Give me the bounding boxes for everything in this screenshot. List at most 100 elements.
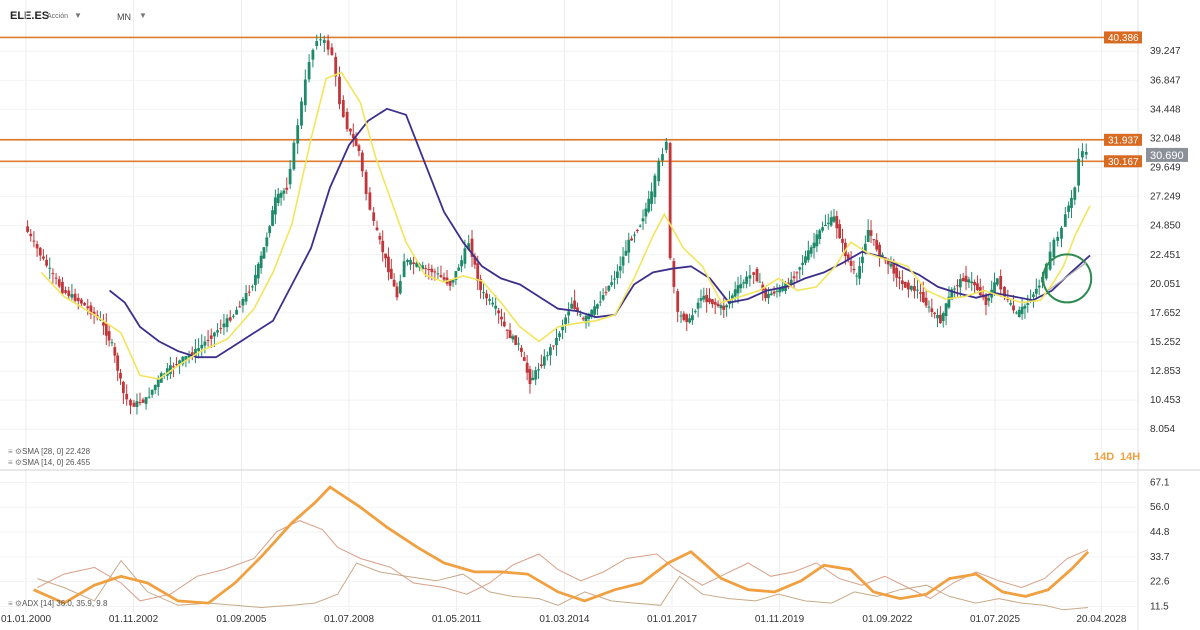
candle[interactable] [378, 232, 382, 245]
candle[interactable] [824, 214, 827, 227]
candle[interactable] [688, 313, 691, 324]
candle[interactable] [584, 312, 588, 329]
candle[interactable] [322, 35, 326, 53]
interval-label[interactable]: MN [117, 12, 131, 22]
candle[interactable] [1023, 303, 1027, 319]
candle[interactable] [641, 209, 645, 231]
candle[interactable] [392, 273, 396, 288]
candle[interactable] [372, 207, 376, 226]
candle[interactable] [604, 286, 608, 296]
candle[interactable] [102, 314, 105, 335]
candle[interactable] [259, 251, 263, 274]
candle[interactable] [147, 387, 151, 399]
candle[interactable] [685, 313, 689, 332]
candle[interactable] [89, 301, 93, 320]
candle[interactable] [555, 328, 558, 356]
candle[interactable] [804, 250, 807, 266]
candle[interactable] [319, 33, 322, 46]
candle[interactable] [806, 240, 810, 263]
candle[interactable] [815, 229, 819, 253]
candle[interactable] [841, 228, 844, 253]
candle[interactable] [1070, 190, 1073, 219]
candle[interactable] [395, 282, 399, 301]
candle[interactable] [650, 182, 653, 212]
candle[interactable] [818, 228, 822, 245]
candle[interactable] [672, 258, 676, 294]
candle[interactable] [913, 277, 916, 299]
candle[interactable] [1060, 225, 1063, 248]
candle[interactable] [38, 246, 42, 261]
candle[interactable] [225, 314, 229, 333]
candle[interactable] [542, 349, 546, 369]
candle[interactable] [581, 316, 585, 321]
candle[interactable] [282, 188, 286, 201]
candle[interactable] [525, 355, 529, 381]
candle[interactable] [919, 283, 922, 302]
candle[interactable] [42, 249, 45, 261]
candle[interactable] [993, 272, 996, 296]
candle[interactable] [705, 288, 709, 313]
candle[interactable] [83, 302, 86, 306]
candle[interactable] [351, 123, 355, 148]
candle[interactable] [113, 342, 117, 363]
candle[interactable] [135, 393, 139, 415]
candle[interactable] [978, 278, 982, 297]
candle[interactable] [1067, 201, 1071, 219]
candle[interactable] [187, 350, 191, 364]
candle[interactable] [792, 271, 796, 289]
candle[interactable] [48, 257, 52, 280]
candle[interactable] [653, 173, 657, 204]
candle[interactable] [725, 303, 729, 317]
candle[interactable] [961, 272, 965, 282]
candle[interactable] [514, 335, 518, 346]
candle[interactable] [1034, 278, 1038, 298]
candle[interactable] [613, 270, 616, 289]
candle[interactable] [219, 319, 223, 334]
candle[interactable] [129, 398, 132, 415]
candle[interactable] [601, 288, 605, 302]
candle[interactable] [279, 190, 283, 206]
candle[interactable] [285, 177, 289, 194]
candle[interactable] [360, 149, 364, 177]
minus-di-line[interactable] [37, 559, 1089, 611]
candle[interactable] [598, 291, 602, 307]
candle[interactable] [451, 279, 455, 287]
candle[interactable] [138, 392, 142, 406]
candle[interactable] [121, 380, 125, 404]
candle[interactable] [497, 307, 501, 324]
candle[interactable] [900, 270, 904, 291]
candle[interactable] [238, 300, 242, 308]
candle[interactable] [271, 205, 274, 227]
candle[interactable] [875, 233, 879, 252]
candle[interactable] [421, 261, 425, 271]
candle[interactable] [457, 264, 461, 272]
candle[interactable] [903, 281, 907, 289]
candle[interactable] [696, 298, 700, 318]
candle[interactable] [35, 240, 39, 257]
candle[interactable] [895, 262, 899, 287]
candle[interactable] [558, 330, 561, 341]
candle[interactable] [485, 289, 488, 306]
candle[interactable] [144, 396, 148, 410]
candle[interactable] [576, 302, 579, 316]
candle[interactable] [172, 362, 175, 378]
candle[interactable] [508, 323, 512, 339]
candle[interactable] [664, 137, 668, 154]
candle[interactable] [311, 48, 315, 68]
candle[interactable] [1048, 241, 1052, 271]
candle[interactable] [936, 308, 939, 328]
highlight-circle[interactable] [1042, 253, 1093, 304]
candle[interactable] [657, 157, 661, 186]
candle[interactable] [488, 294, 491, 305]
candle[interactable] [1017, 306, 1021, 318]
candle[interactable] [349, 128, 352, 136]
candle[interactable] [200, 334, 204, 359]
candle[interactable] [439, 265, 443, 279]
candle[interactable] [276, 188, 280, 207]
candle[interactable] [132, 399, 136, 408]
candle[interactable] [175, 357, 178, 368]
candle[interactable] [387, 247, 390, 281]
candle[interactable] [479, 274, 482, 299]
candle[interactable] [296, 118, 300, 155]
